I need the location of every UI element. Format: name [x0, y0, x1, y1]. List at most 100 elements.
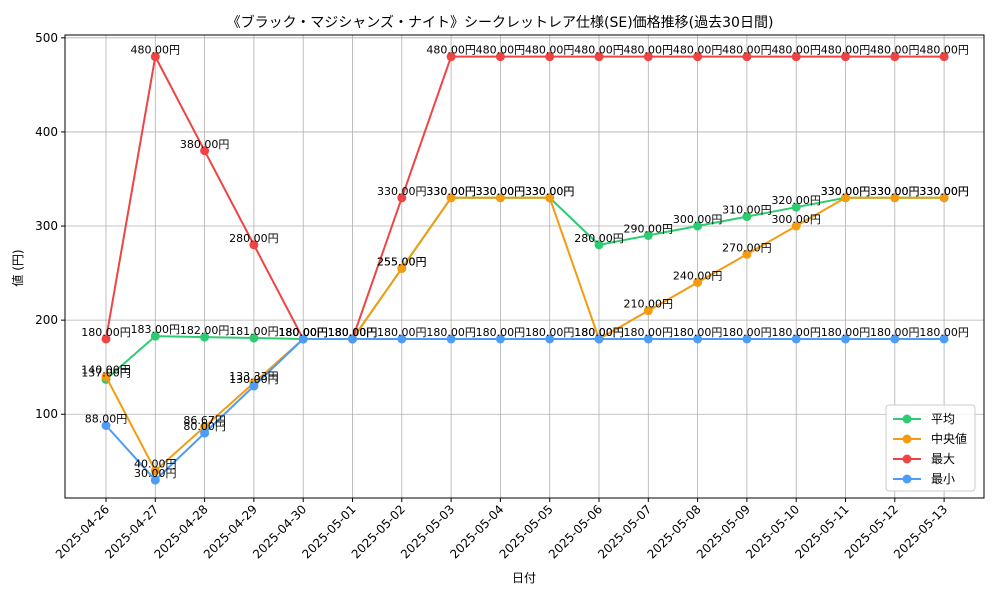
data-point — [200, 422, 210, 432]
data-label: 180.00円 — [574, 326, 624, 339]
y-tick-label: 100 — [35, 407, 58, 421]
data-point — [495, 52, 505, 62]
data-label: 210.00円 — [624, 298, 674, 311]
data-label: 380.00円 — [180, 138, 230, 151]
data-label: 330.00円 — [426, 185, 476, 198]
data-point — [939, 334, 949, 344]
data-point — [101, 421, 111, 431]
data-label: 480.00円 — [821, 44, 871, 57]
data-point — [200, 332, 210, 342]
series-line — [105, 53, 945, 340]
data-point — [249, 381, 259, 391]
data-point — [200, 146, 210, 156]
y-tick-label: 500 — [35, 31, 58, 45]
data-label: 280.00円 — [574, 232, 624, 245]
data-label: 330.00円 — [377, 185, 427, 198]
data-label: 480.00円 — [476, 44, 526, 57]
legend-marker — [902, 454, 912, 464]
data-point — [594, 240, 604, 250]
data-label: 180.00円 — [919, 326, 969, 339]
data-label: 330.00円 — [426, 185, 476, 198]
data-label: 180.00円 — [278, 326, 328, 339]
data-point — [742, 334, 752, 344]
data-label: 480.00円 — [870, 44, 920, 57]
data-label: 330.00円 — [821, 185, 871, 198]
data-point — [643, 230, 653, 240]
data-point — [150, 52, 160, 62]
legend-label: 最大 — [931, 452, 955, 466]
data-label: 330.00円 — [476, 185, 526, 198]
y-tick-label: 200 — [35, 313, 58, 327]
data-point — [446, 334, 456, 344]
data-label: 480.00円 — [131, 44, 181, 57]
data-label: 180.00円 — [525, 326, 575, 339]
data-point — [150, 466, 160, 476]
data-label: 480.00円 — [771, 44, 821, 57]
data-label: 180.00円 — [624, 326, 674, 339]
data-label: 180.00円 — [81, 326, 131, 339]
data-label: 330.00円 — [870, 185, 920, 198]
data-point — [742, 212, 752, 222]
data-point — [791, 202, 801, 212]
data-point — [397, 193, 407, 203]
data-label: 180.00円 — [476, 326, 526, 339]
legend-label: 中央値 — [931, 431, 967, 446]
x-axis: 2025-04-262025-04-272025-04-282025-04-29… — [53, 498, 950, 561]
legend-marker — [902, 434, 912, 444]
data-label: 255.00円 — [377, 255, 427, 268]
data-label: 180.00円 — [278, 326, 328, 339]
data-label: 182.00円 — [180, 324, 230, 337]
data-point — [791, 52, 801, 62]
data-label: 183.00円 — [131, 323, 181, 336]
data-point — [446, 193, 456, 203]
data-point — [101, 372, 111, 382]
y-axis-label: 値 (円) — [10, 249, 25, 286]
data-label: 180.00円 — [870, 326, 920, 339]
data-point — [693, 277, 703, 287]
data-point — [150, 331, 160, 341]
data-point — [643, 306, 653, 316]
legend-marker — [902, 474, 912, 484]
data-label: 180.00円 — [426, 326, 476, 339]
data-label: 330.00円 — [476, 185, 526, 198]
data-label: 180.00円 — [673, 326, 723, 339]
data-label: 180.00円 — [771, 326, 821, 339]
data-point — [397, 334, 407, 344]
data-point — [397, 263, 407, 273]
data-point — [742, 249, 752, 259]
series-line — [105, 196, 945, 473]
data-point — [791, 221, 801, 231]
data-label: 180.00円 — [278, 326, 328, 339]
data-point — [643, 334, 653, 344]
data-label: 480.00円 — [426, 44, 476, 57]
data-label: 137.00円 — [81, 366, 131, 379]
data-point — [495, 193, 505, 203]
data-point — [841, 193, 850, 203]
data-label: 280.00円 — [229, 232, 279, 245]
legend-label: 平均 — [931, 412, 955, 426]
data-point — [890, 193, 900, 203]
data-point — [841, 52, 850, 62]
data-label: 290.00円 — [624, 222, 674, 235]
data-point — [545, 193, 555, 203]
data-point — [446, 52, 456, 62]
data-point — [693, 52, 703, 62]
data-label: 130.00円 — [229, 373, 279, 386]
data-point — [101, 334, 111, 344]
data-point — [348, 334, 357, 344]
data-label: 480.00円 — [673, 44, 723, 57]
data-label: 180.00円 — [328, 326, 378, 339]
data-label: 180.00円 — [328, 326, 378, 339]
data-label: 181.00円 — [229, 325, 279, 338]
data-label: 180.00円 — [722, 326, 772, 339]
grid-lines — [65, 35, 984, 498]
x-axis-label: 日付 — [512, 571, 536, 585]
data-point — [693, 221, 703, 231]
data-label: 180.00円 — [574, 326, 624, 339]
series-lines — [101, 52, 949, 485]
data-label: 480.00円 — [722, 44, 772, 57]
data-label: 88.00円 — [85, 413, 128, 426]
chart-title: 《ブラック・マジシャンズ・ナイト》シークレットレア仕様(SE)価格推移(過去30… — [227, 14, 774, 31]
